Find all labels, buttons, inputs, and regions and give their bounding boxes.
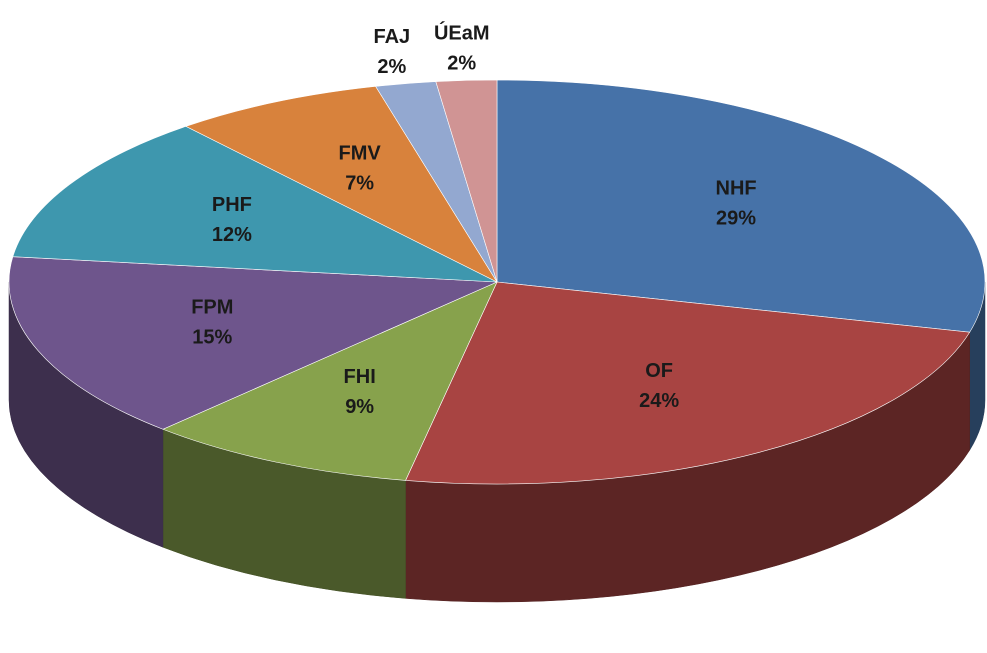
- slice-label: OF: [645, 360, 673, 382]
- slice-label: FPM: [191, 297, 233, 319]
- slice: [12, 126, 498, 283]
- slice: [496, 79, 986, 333]
- slice-label: PHF: [212, 194, 252, 216]
- value-label: 29%: [716, 208, 756, 230]
- slice-label: NHF: [716, 178, 757, 200]
- value-label: 12%: [212, 224, 252, 246]
- slice-label: ÚEaM: [434, 20, 490, 44]
- slice: [162, 281, 498, 481]
- value-label: 15%: [192, 327, 232, 349]
- slice-label: FHI: [344, 366, 376, 388]
- slice-label: FMV: [339, 143, 382, 165]
- slice-label: FAJ: [373, 26, 410, 48]
- slice: [185, 86, 498, 283]
- slice: [8, 256, 498, 430]
- value-label: 2%: [377, 56, 406, 78]
- value-label: 9%: [345, 396, 374, 418]
- slice: [405, 281, 971, 485]
- slice: [435, 79, 498, 283]
- value-label: 24%: [639, 390, 679, 412]
- value-label: 7%: [345, 173, 374, 195]
- value-label: 2%: [447, 52, 476, 74]
